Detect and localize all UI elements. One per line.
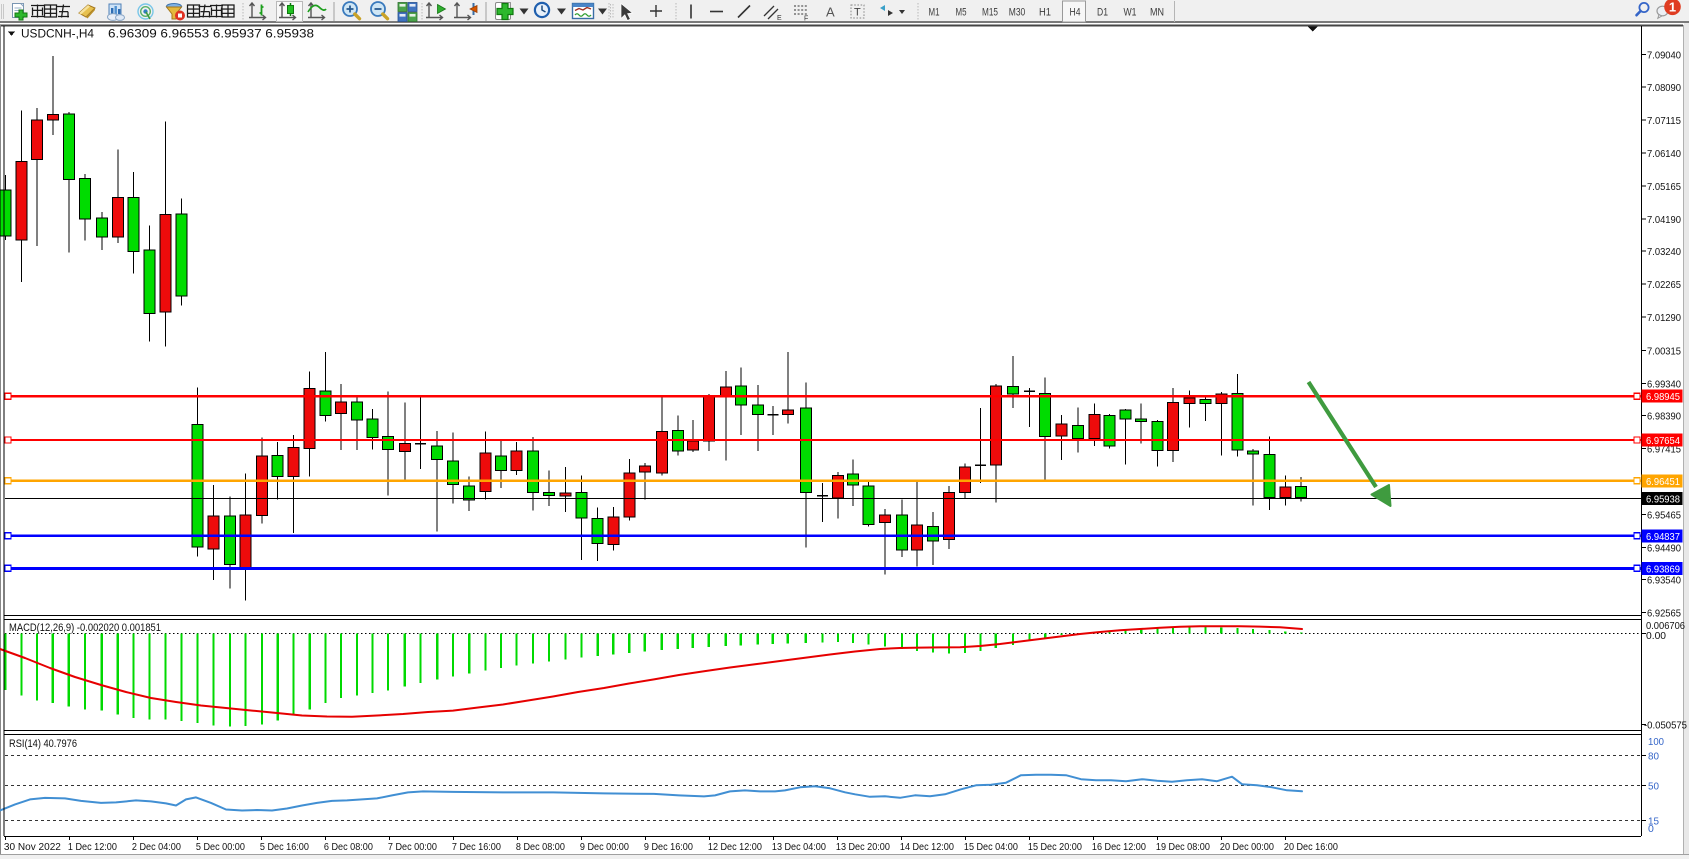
svg-text:MACD(12,26,9) -0.002020 0.0018: MACD(12,26,9) -0.002020 0.001851 xyxy=(9,622,161,634)
svg-text:RSI(14) 40.7976: RSI(14) 40.7976 xyxy=(9,738,77,750)
svg-text:-0.050575: -0.050575 xyxy=(1644,720,1687,732)
svg-text:7.03240: 7.03240 xyxy=(1647,246,1681,258)
svg-text:7.00315: 7.00315 xyxy=(1647,345,1681,357)
svg-text:W1: W1 xyxy=(1124,7,1137,19)
svg-text:9 Dec 00:00: 9 Dec 00:00 xyxy=(580,842,629,853)
svg-text:5 Dec 00:00: 5 Dec 00:00 xyxy=(196,842,245,853)
svg-text:6.96309 6.96553 6.95937 6.9593: 6.96309 6.96553 6.95937 6.95938 xyxy=(108,27,314,41)
svg-text:7 Dec 16:00: 7 Dec 16:00 xyxy=(452,842,501,853)
svg-text:H4: H4 xyxy=(1070,7,1081,19)
svg-text:6.95465: 6.95465 xyxy=(1647,510,1681,522)
svg-text:T: T xyxy=(854,7,861,19)
svg-text:M5: M5 xyxy=(956,7,967,19)
svg-text:13 Dec 04:00: 13 Dec 04:00 xyxy=(772,842,826,853)
svg-text:16 Dec 12:00: 16 Dec 12:00 xyxy=(1092,842,1146,853)
svg-text:7.06140: 7.06140 xyxy=(1647,148,1681,160)
svg-text:15: 15 xyxy=(1648,815,1659,827)
svg-text:6.97654: 6.97654 xyxy=(1646,435,1680,447)
svg-text:M15: M15 xyxy=(982,7,998,19)
svg-text:D1: D1 xyxy=(1097,7,1108,19)
svg-text:5 Dec 16:00: 5 Dec 16:00 xyxy=(260,842,309,853)
svg-text:M1: M1 xyxy=(929,7,940,19)
svg-text:A: A xyxy=(826,5,835,20)
svg-text:H1: H1 xyxy=(1039,7,1051,19)
svg-text:7.02265: 7.02265 xyxy=(1647,279,1681,291)
svg-text:1: 1 xyxy=(1669,0,1676,15)
svg-text:6.95938: 6.95938 xyxy=(1646,493,1680,505)
svg-text:2 Dec 04:00: 2 Dec 04:00 xyxy=(132,842,181,853)
svg-text:13 Dec 20:00: 13 Dec 20:00 xyxy=(836,842,890,853)
svg-text:6.94837: 6.94837 xyxy=(1646,531,1680,543)
svg-text:1 Dec 12:00: 1 Dec 12:00 xyxy=(68,842,117,853)
svg-text:7 Dec 00:00: 7 Dec 00:00 xyxy=(388,842,437,853)
svg-text:6.93869: 6.93869 xyxy=(1646,563,1680,575)
svg-text:6.98390: 6.98390 xyxy=(1647,410,1681,422)
svg-text:7.07115: 7.07115 xyxy=(1647,115,1681,127)
svg-text:15 Dec 20:00: 15 Dec 20:00 xyxy=(1028,842,1082,853)
svg-text:30 Nov 2022: 30 Nov 2022 xyxy=(4,842,61,853)
svg-text:E: E xyxy=(777,15,782,22)
svg-text:6.96451: 6.96451 xyxy=(1646,476,1680,488)
svg-text:0.00: 0.00 xyxy=(1646,630,1666,642)
svg-text:50: 50 xyxy=(1648,780,1659,792)
svg-text:6.99340: 6.99340 xyxy=(1647,378,1681,390)
svg-text:6.98945: 6.98945 xyxy=(1646,391,1680,403)
svg-text:6.92565: 6.92565 xyxy=(1647,608,1681,620)
svg-text:20 Dec 00:00: 20 Dec 00:00 xyxy=(1220,842,1274,853)
svg-text:7.05165: 7.05165 xyxy=(1647,181,1681,193)
svg-text:6 Dec 08:00: 6 Dec 08:00 xyxy=(324,842,373,853)
svg-text:15 Dec 04:00: 15 Dec 04:00 xyxy=(964,842,1018,853)
svg-text:6.94490: 6.94490 xyxy=(1647,543,1681,555)
svg-text:7.08090: 7.08090 xyxy=(1647,82,1681,94)
svg-text:12 Dec 12:00: 12 Dec 12:00 xyxy=(708,842,762,853)
svg-text:7.04190: 7.04190 xyxy=(1647,214,1681,226)
svg-text:80: 80 xyxy=(1648,750,1659,762)
svg-text:0: 0 xyxy=(1648,823,1654,835)
svg-text:19 Dec 08:00: 19 Dec 08:00 xyxy=(1156,842,1210,853)
svg-text:MN: MN xyxy=(1150,7,1164,19)
svg-text:0.006706: 0.006706 xyxy=(1646,620,1685,632)
svg-text:6.93540: 6.93540 xyxy=(1647,575,1681,587)
svg-text:14 Dec 12:00: 14 Dec 12:00 xyxy=(900,842,954,853)
svg-text:8 Dec 08:00: 8 Dec 08:00 xyxy=(516,842,565,853)
svg-text:F: F xyxy=(804,16,808,23)
svg-text:100: 100 xyxy=(1648,736,1664,748)
svg-text:7.01290: 7.01290 xyxy=(1647,312,1681,324)
svg-text:M30: M30 xyxy=(1009,7,1026,19)
svg-text:20 Dec 16:00: 20 Dec 16:00 xyxy=(1284,842,1338,853)
svg-text:7.09040: 7.09040 xyxy=(1647,50,1681,62)
svg-text:9 Dec 16:00: 9 Dec 16:00 xyxy=(644,842,693,853)
svg-text:USDCNH-,H4: USDCNH-,H4 xyxy=(21,29,95,41)
